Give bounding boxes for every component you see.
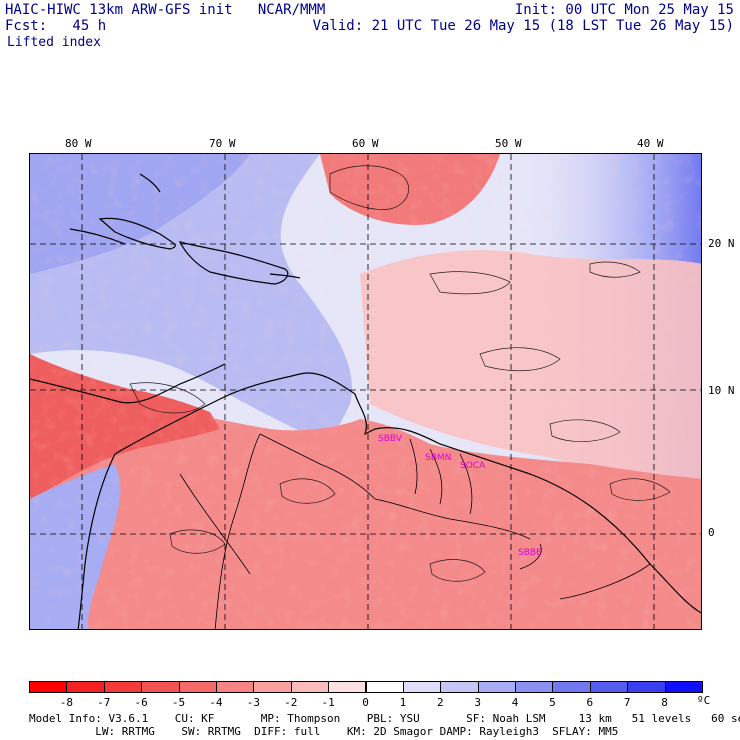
coastline (178, 241, 289, 285)
border (214, 433, 261, 629)
colorbar-tick-label: 2 (436, 696, 444, 709)
station-label: SBBV (378, 434, 403, 444)
colorbar-swatch (477, 681, 517, 693)
border (179, 473, 251, 575)
colorbar-unit: ºC (697, 694, 711, 707)
colorbar-tick-label: 6 (586, 696, 594, 709)
model-title: HAIC-HIWC 13km ARW-GFS init NCAR/MMM (5, 2, 326, 18)
lifted-index-field: SBBV SBMN SOCA SBBE (30, 154, 701, 629)
border (409, 438, 418, 495)
station-label: SBMN (425, 453, 451, 463)
lon-label: 60 W (352, 137, 379, 150)
colorbar-tick-label: -2 (284, 696, 298, 709)
colorbar-tick-label: 0 (362, 696, 369, 709)
colorbar-swatch (552, 681, 591, 693)
colorbar-swatch (365, 681, 404, 693)
border (519, 543, 542, 570)
lat-label: 10 N (708, 384, 735, 397)
model-info-line-1: Model Info: V3.6.1 CU: KF MP: Thompson P… (29, 712, 740, 725)
contour (429, 271, 511, 295)
colorbar-swatch (589, 681, 629, 693)
colorbar-tick-label: -1 (321, 696, 335, 709)
forecast-hour: Fcst: 45 h (5, 18, 107, 34)
colorbar-swatch (103, 681, 143, 693)
colorbar-tick-label: 5 (549, 696, 556, 709)
model-info-line-2: LW: RRTMG SW: RRTMG DIFF: full KM: 2D Sm… (29, 725, 619, 738)
colorbar-swatch (664, 681, 703, 693)
coastline (139, 173, 161, 193)
init-time: Init: 00 UTC Mon 25 May 15 (514, 2, 734, 18)
lon-label: 40 W (637, 137, 664, 150)
colorbar-swatch (402, 681, 442, 693)
colorbar-tick-label: 1 (399, 696, 407, 709)
colorbar-tick-label: -4 (209, 696, 223, 709)
coastline (69, 228, 126, 245)
colorbar-swatch (141, 681, 180, 693)
colorbar-swatch (515, 681, 554, 693)
colorbar-swatch (440, 681, 479, 693)
lon-label: 70 W (209, 137, 236, 150)
colorbar-swatch (328, 681, 367, 693)
contour (549, 419, 621, 442)
colorbar-swatch (627, 681, 666, 693)
contour (329, 165, 410, 210)
colorbar-tick-label: 3 (474, 696, 481, 709)
lon-label: 80 W (65, 137, 92, 150)
colorbar-tick-label: 8 (661, 696, 668, 709)
station-label: SBBE (518, 548, 542, 558)
coastline (269, 273, 301, 279)
lat-label: 0 (708, 526, 715, 539)
valid-time: Valid: 21 UTC Tue 26 May 15 (18 LST Tue … (312, 18, 734, 34)
colorbar-swatch (178, 681, 217, 693)
border (374, 498, 531, 540)
lon-label: 50 W (495, 137, 522, 150)
graticule (30, 154, 701, 629)
contour (479, 347, 561, 372)
colorbar-swatch (290, 681, 330, 693)
colorbar-swatch (215, 681, 255, 693)
border (459, 453, 473, 515)
colorbar-tick-label: -5 (171, 696, 186, 709)
border (259, 433, 376, 500)
coastline (30, 363, 226, 404)
contour (589, 261, 641, 278)
field-name: Lifted index (7, 35, 101, 50)
colorbar-swatch (66, 681, 105, 693)
colorbar-tick-label: 7 (623, 696, 631, 709)
colorbar-tick-label: -3 (246, 696, 260, 709)
map-plot: SBBV SBMN SOCA SBBE (29, 153, 702, 630)
colorbar-tick-label: 4 (511, 696, 519, 709)
colorbar-swatch (253, 681, 292, 693)
contour (429, 559, 486, 582)
colorbar-swatch (29, 681, 68, 693)
contour (609, 478, 671, 501)
colorbar-tick-label: -8 (59, 696, 73, 709)
lat-label: 20 N (708, 237, 735, 250)
contour (279, 478, 336, 504)
station-label: SOCA (460, 461, 486, 471)
contour (129, 382, 206, 414)
border (429, 448, 443, 505)
coastline (114, 372, 701, 614)
country-borders (179, 433, 651, 629)
colorbar-tick-label: -6 (134, 696, 148, 709)
colorbar-tick-label: -7 (97, 696, 111, 709)
border (559, 563, 651, 600)
coastline (77, 453, 116, 629)
